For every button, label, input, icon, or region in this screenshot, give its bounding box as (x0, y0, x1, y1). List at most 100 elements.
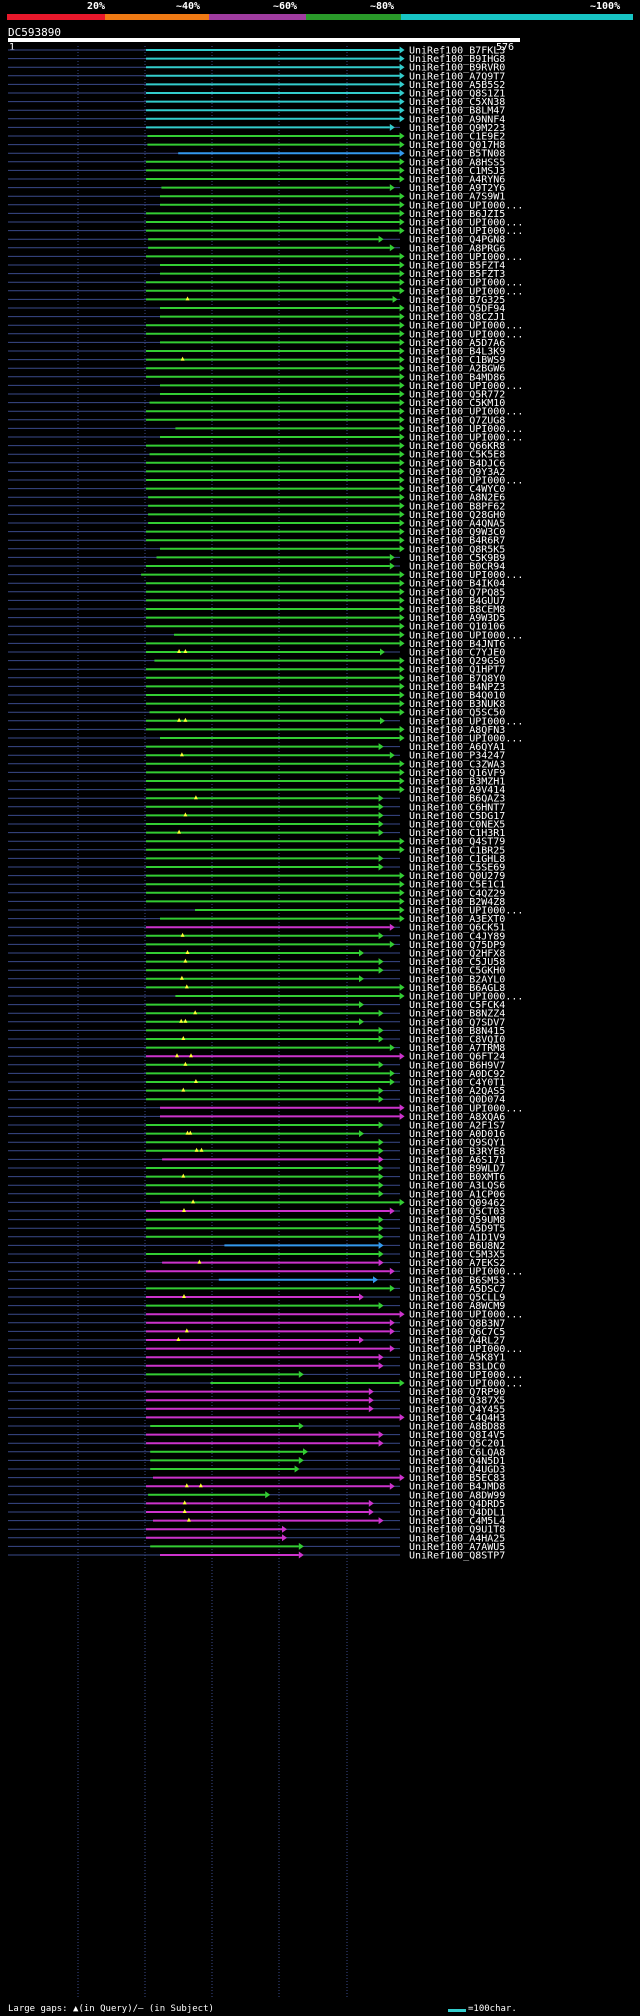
hit-label: UniRef100_C5GKH0 (409, 966, 505, 977)
hit-label: UniRef100_B6SM53 (409, 1275, 505, 1286)
hit-label: UniRef100_A8HSS5 (409, 157, 505, 168)
hit-label: UniRef100_UPI000... (409, 570, 523, 581)
hit-label: UniRef100_C4M5L4 (409, 1516, 505, 1527)
hit-label: UniRef100_B0XMT6 (409, 1172, 505, 1183)
hit-label: UniRef100_UPI000... (409, 734, 523, 745)
hit-arrowhead (399, 476, 405, 484)
query-gap-marker (176, 1337, 181, 1341)
hit-arrowhead (399, 218, 405, 226)
hit-arrowhead (359, 949, 364, 957)
hit-label: UniRef100_Q8B3N7 (409, 1318, 505, 1329)
hit-arrowhead (378, 794, 384, 802)
hit-arrowhead (399, 373, 405, 381)
hit-arrowhead (378, 1026, 384, 1034)
hit-arrowhead (359, 1130, 364, 1138)
hit-arrowhead (399, 63, 405, 71)
hit-arrowhead (399, 760, 405, 768)
query-gap-marker (180, 932, 185, 937)
hit-arrowhead (399, 381, 405, 389)
hit-arrowhead (399, 536, 405, 544)
query-name: DC593890 (8, 26, 61, 39)
hit-label: UniRef100_A5DSC7 (409, 1284, 505, 1295)
scale-label-80: ~80% (370, 1, 395, 12)
hit-label: UniRef100_B4DJC6 (409, 458, 505, 469)
hit-label: UniRef100_Q5CLL9 (409, 1293, 505, 1304)
query-gap-marker (184, 1483, 189, 1488)
hit-arrowhead (399, 467, 405, 475)
hit-arrowhead (399, 777, 405, 785)
hit-label: UniRef100_C0NEX5 (409, 820, 505, 831)
hit-arrowhead (378, 1061, 384, 1069)
hit-label: UniRef100_A7AWU5 (409, 1542, 505, 1553)
hit-label: UniRef100_Q66KR8 (409, 441, 505, 452)
hit-label: UniRef100_Q4ST79 (409, 837, 505, 848)
query-gap-marker (185, 950, 190, 954)
hit-label: UniRef100_B6JZI5 (409, 209, 505, 220)
hit-label: UniRef100_Q7SDV7 (409, 1017, 505, 1028)
hit-label: UniRef100_UPI000... (409, 630, 523, 641)
scale-seg-100 (401, 14, 633, 20)
hit-label: UniRef100_C6LQA8 (409, 1447, 505, 1458)
query-gap-marker (182, 1208, 186, 1212)
hit-arrowhead (265, 1491, 271, 1499)
hit-label: UniRef100_C1H3R1 (409, 828, 505, 839)
hit-arrowhead (399, 278, 405, 286)
scale-seg-60 (209, 14, 306, 20)
hit-arrowhead (399, 399, 405, 407)
query-gap-marker (198, 1483, 203, 1488)
hit-arrowhead (359, 1018, 364, 1026)
hit-label: UniRef100_Q75DP9 (409, 940, 505, 951)
hit-arrowhead (399, 209, 405, 217)
query-gap-marker (181, 1087, 186, 1092)
hit-label: UniRef100_Q8I4V5 (409, 1430, 505, 1441)
hit-arrowhead (399, 768, 405, 776)
hit-label: UniRef100_B6H9V7 (409, 1060, 505, 1071)
hit-label: UniRef100_C1GHL8 (409, 854, 505, 865)
hit-arrowhead (399, 897, 405, 905)
hit-arrowhead (399, 528, 405, 536)
hit-label: UniRef100_UPI000... (409, 1379, 523, 1390)
hit-label: UniRef100_A8N2E6 (409, 493, 505, 504)
scale-label-40: ~40% (176, 1, 201, 12)
hit-arrowhead (389, 923, 395, 931)
hit-label: UniRef100_Q9U1T8 (409, 1525, 505, 1536)
query-gap-marker (184, 1328, 189, 1333)
hit-label: UniRef100_C5M3X5 (409, 1250, 505, 1261)
hit-arrowhead (399, 665, 405, 673)
query-gap-marker (181, 1173, 186, 1178)
query-gap-marker (179, 752, 184, 757)
hit-label: UniRef100_UPI000... (409, 433, 523, 444)
hit-label: UniRef100_Q9W3C0 (409, 527, 505, 538)
hit-label: UniRef100_B5EC83 (409, 1473, 505, 1484)
query-gap-marker (191, 1199, 196, 1204)
hit-label: UniRef100_B9RVR0 (409, 63, 505, 74)
hit-arrowhead (359, 975, 364, 983)
query-gap-marker (181, 1036, 186, 1040)
hit-label: UniRef100_A3LQS6 (409, 1181, 505, 1192)
hit-label: UniRef100_B8N415 (409, 1026, 505, 1037)
hit-arrowhead (378, 1439, 384, 1447)
hit-label: UniRef100_Q8S1Z1 (409, 89, 505, 100)
query-start: 1 (9, 42, 16, 53)
hit-arrowhead (389, 1482, 395, 1490)
hit-arrowhead (298, 1542, 304, 1550)
hit-label: UniRef100_A9W3D5 (409, 613, 505, 624)
hit-label: UniRef100_P34247 (409, 751, 505, 762)
hit-arrowhead (399, 175, 405, 183)
scale-seg-80 (306, 14, 401, 20)
hit-label: UniRef100_UPI000... (409, 1370, 523, 1381)
hit-arrowhead (389, 1345, 395, 1353)
hit-arrowhead (399, 674, 405, 682)
hit-arrowhead (378, 1164, 384, 1172)
hit-arrowhead (399, 201, 405, 209)
hit-arrowhead (399, 872, 405, 880)
hit-label: UniRef100_B4L3K9 (409, 347, 505, 358)
hit-arrowhead (399, 158, 405, 166)
hit-arrowhead (399, 1112, 405, 1120)
hit-label: UniRef100_Q7ZUG8 (409, 415, 505, 426)
hit-label: UniRef100_A1D1V9 (409, 1232, 505, 1243)
hit-arrowhead (399, 287, 405, 295)
hit-arrowhead (378, 1035, 384, 1043)
hit-arrowhead (399, 639, 405, 647)
